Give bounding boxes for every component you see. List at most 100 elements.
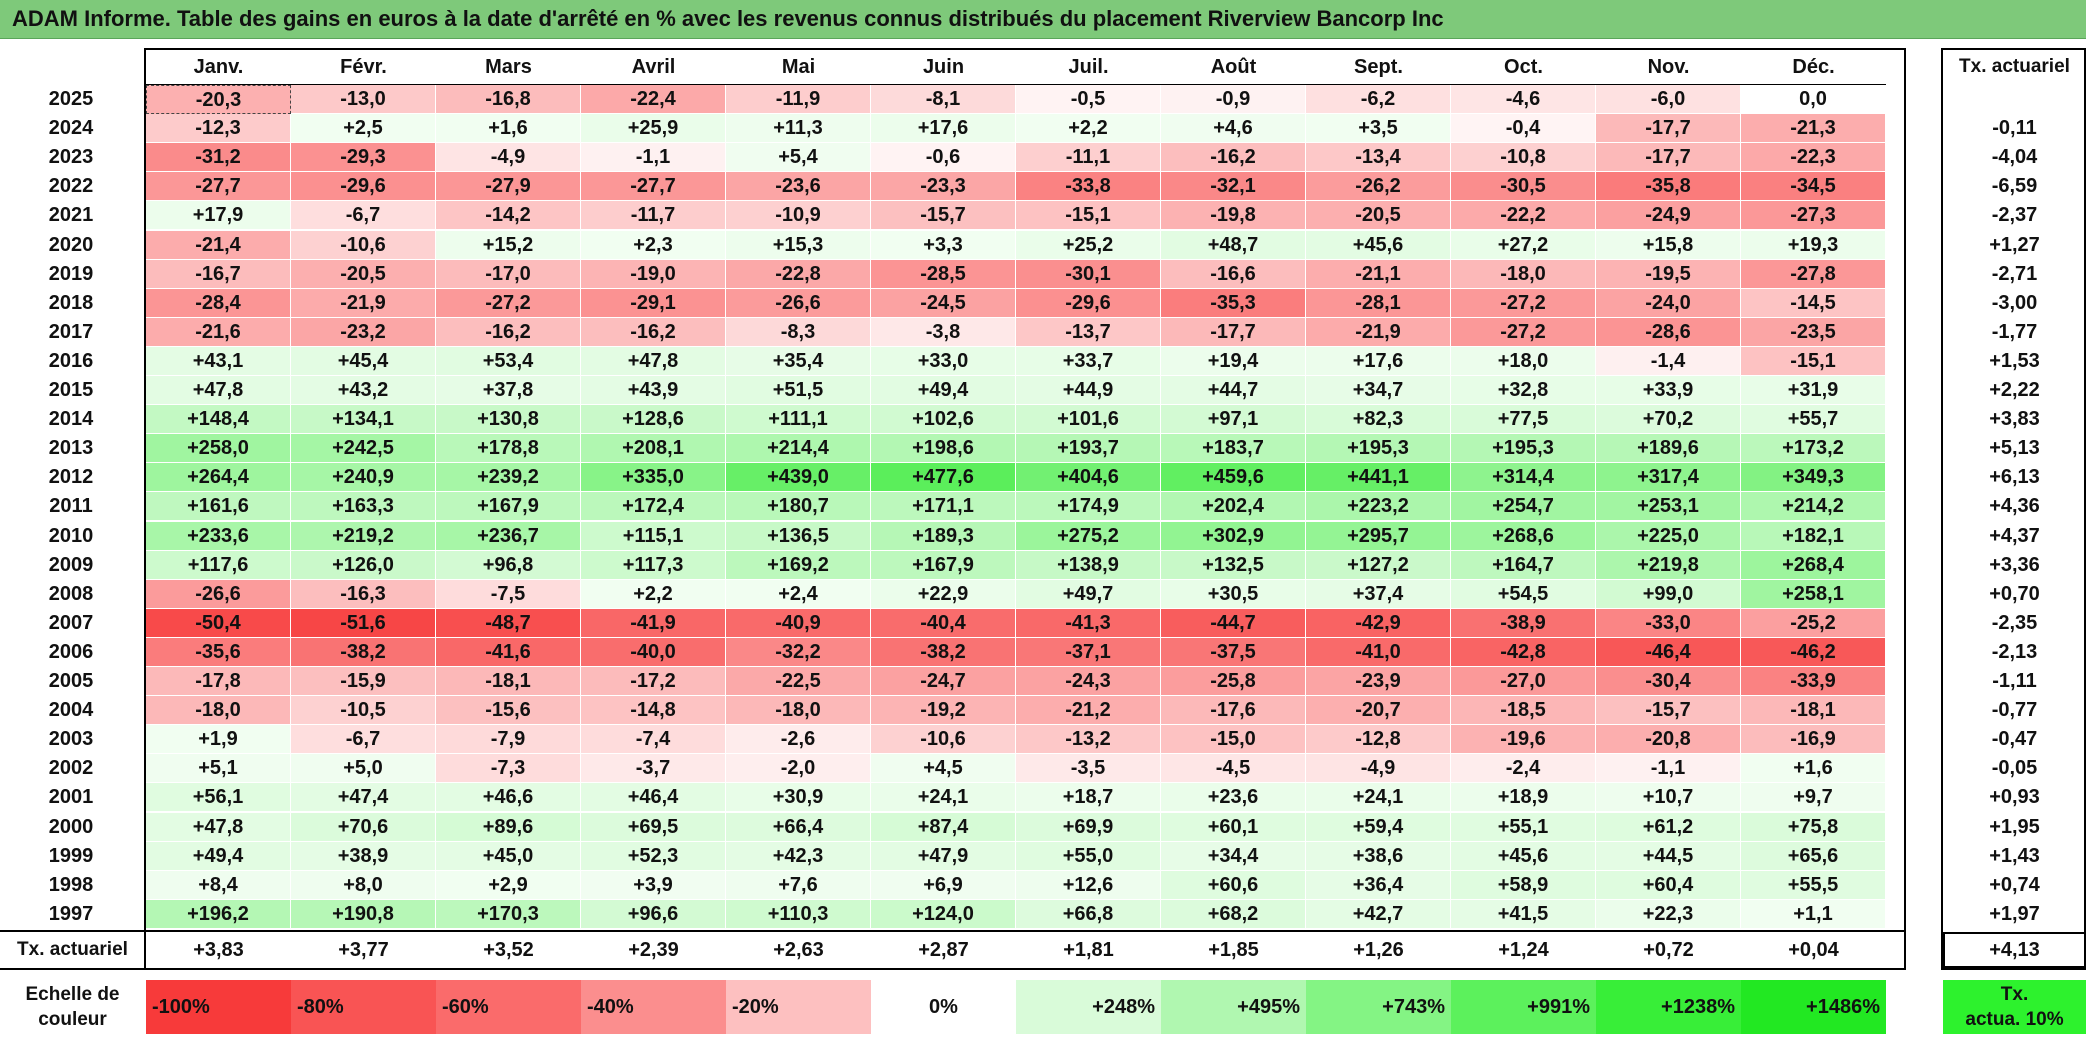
table-cell: +27,2 <box>1451 230 1596 260</box>
table-cell: +51,5 <box>726 376 871 405</box>
color-scale-stop: +1486% <box>1741 980 1886 1034</box>
table-cell: -30,1 <box>1016 259 1161 289</box>
table-cell: -46,2 <box>1741 637 1886 667</box>
color-scale-stop: 0% <box>871 980 1016 1034</box>
summary-cell: +1,81 <box>1063 939 1114 961</box>
table-cell: +349,3 <box>1741 463 1886 493</box>
table-cell: +56,1 <box>146 783 291 813</box>
table-cell: -0,9 <box>1161 85 1306 114</box>
year-label: 2025 <box>48 88 94 110</box>
table-cell: +138,9 <box>1016 550 1161 580</box>
table-cell: +65,6 <box>1741 841 1886 871</box>
table-cell: -28,4 <box>146 288 291 318</box>
table-cell: +89,6 <box>436 812 581 842</box>
table-cell: +18,7 <box>1016 783 1161 813</box>
table-cell: +99,0 <box>1596 579 1741 609</box>
table-cell: -8,1 <box>871 85 1016 114</box>
table-cell: +7,6 <box>726 870 871 900</box>
table-cell: +46,6 <box>436 783 581 813</box>
annual-rate-cell: +1,43 <box>1989 844 2040 867</box>
table-cell: +45,6 <box>1306 230 1451 260</box>
table-cell: -42,9 <box>1306 608 1451 638</box>
table-cell: -15,9 <box>291 667 436 696</box>
table-cell: -16,7 <box>146 259 291 289</box>
annual-rate-cell: +4,37 <box>1989 524 2040 547</box>
table-cell: +47,8 <box>146 376 291 405</box>
summary-cell: +3,77 <box>338 939 389 961</box>
table-cell: +37,8 <box>436 376 581 405</box>
table-cell: +32,8 <box>1451 376 1596 405</box>
table-cell: -29,1 <box>581 288 726 318</box>
table-cell: -10,5 <box>291 696 436 726</box>
month-header: Nov. <box>1596 50 1741 86</box>
table-cell: -27,9 <box>436 172 581 202</box>
table-cell: +60,4 <box>1596 870 1741 900</box>
table-cell: +163,3 <box>291 492 436 522</box>
table-cell: -35,8 <box>1596 172 1741 202</box>
table-cell: -17,7 <box>1596 143 1741 173</box>
year-label: 1997 <box>48 902 94 925</box>
table-cell: +47,8 <box>146 812 291 842</box>
table-cell: +101,6 <box>1016 405 1161 435</box>
table-cell: -38,2 <box>871 637 1016 667</box>
annual-rate-cell: +1,53 <box>1989 349 2040 372</box>
table-cell: -11,7 <box>581 201 726 231</box>
table-cell: -24,0 <box>1596 288 1741 318</box>
table-cell: -16,2 <box>581 317 726 347</box>
table-cell: -21,1 <box>1306 259 1451 289</box>
table-cell: -27,2 <box>436 288 581 318</box>
annual-rate-cell: +0,93 <box>1989 786 2040 809</box>
table-cell: +174,9 <box>1016 492 1161 522</box>
table-cell: -21,6 <box>146 317 291 347</box>
table-cell: +5,0 <box>291 754 436 784</box>
table-cell: +130,8 <box>436 405 581 435</box>
table-cell: -30,4 <box>1596 667 1741 696</box>
color-scale-label: Echelle de couleur <box>0 980 145 1034</box>
table-cell: +268,4 <box>1741 550 1886 580</box>
month-header: Juin <box>871 50 1016 86</box>
table-cell: +208,1 <box>581 434 726 464</box>
table-cell: +2,2 <box>1016 114 1161 144</box>
table-cell: +31,9 <box>1741 376 1886 405</box>
table-cell: +117,6 <box>146 550 291 580</box>
table-cell: +24,1 <box>871 783 1016 813</box>
table-cell: -46,4 <box>1596 637 1741 667</box>
table-cell: -4,9 <box>1306 754 1451 784</box>
table-cell: -29,3 <box>291 143 436 173</box>
table-cell: +8,4 <box>146 870 291 900</box>
summary-cell: +1,26 <box>1353 939 1404 961</box>
table-cell: +1,9 <box>146 725 291 755</box>
table-cell: -21,3 <box>1741 114 1886 144</box>
table-cell: +117,3 <box>581 550 726 580</box>
summary-cell: +2,87 <box>918 939 969 961</box>
table-cell: -33,9 <box>1741 667 1886 696</box>
table-cell: -18,0 <box>726 696 871 726</box>
year-label: 2014 <box>48 408 94 431</box>
table-cell: -21,9 <box>291 288 436 318</box>
table-cell: -8,3 <box>726 317 871 347</box>
table-cell: -50,4 <box>146 608 291 638</box>
table-cell: +111,1 <box>726 405 871 435</box>
table-cell: -42,8 <box>1451 637 1596 667</box>
table-cell: +55,1 <box>1451 812 1596 842</box>
table-cell: +66,4 <box>726 812 871 842</box>
table-cell: 0,0 <box>1741 85 1886 114</box>
table-cell: +173,2 <box>1741 434 1886 464</box>
table-cell: +35,4 <box>726 346 871 376</box>
table-cell: -13,2 <box>1016 725 1161 755</box>
table-cell: -13,7 <box>1016 317 1161 347</box>
table-cell: -17,7 <box>1161 317 1306 347</box>
table-cell: +128,6 <box>581 405 726 435</box>
table-cell: -15,1 <box>1016 201 1161 231</box>
table-cell: +189,3 <box>871 521 1016 551</box>
table-cell: -17,8 <box>146 667 291 696</box>
table-cell: -37,5 <box>1161 637 1306 667</box>
table-cell: +18,9 <box>1451 783 1596 813</box>
table-cell: -19,5 <box>1596 259 1741 289</box>
table-cell: +190,8 <box>291 899 436 929</box>
color-scale-annual-rate: Tx. actua. 10% <box>1943 980 2086 1034</box>
table-cell: -27,8 <box>1741 259 1886 289</box>
table-cell: +172,4 <box>581 492 726 522</box>
annual-rate-cell: -3,00 <box>1991 291 2038 314</box>
table-cell: +17,6 <box>1306 346 1451 376</box>
